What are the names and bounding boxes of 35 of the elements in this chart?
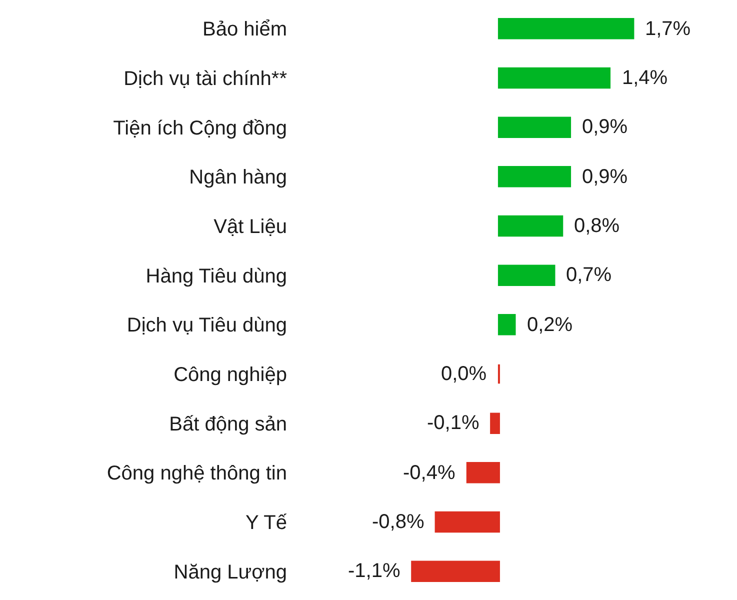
y-tick-label: Dịch vụ tài chính** — [124, 68, 288, 90]
y-tick-label: Ngân hàng — [189, 166, 287, 189]
y-tick-label: Công nghiệp — [174, 364, 287, 386]
data-label: 1,4% — [622, 67, 668, 89]
y-tick-label: Bất động sản — [169, 413, 287, 436]
bar — [498, 116, 572, 138]
data-label: -0,8% — [372, 511, 424, 533]
bar — [498, 264, 556, 286]
y-tick-label: Y Tế — [245, 512, 287, 534]
bar — [434, 511, 500, 533]
data-label: 0,2% — [527, 314, 573, 336]
data-label: 1,7% — [645, 18, 691, 40]
y-tick-label: Công nghệ thông tin — [106, 462, 287, 485]
data-label: -0,4% — [403, 462, 456, 484]
bar — [498, 215, 564, 237]
bar — [498, 166, 572, 188]
y-tick-label: Dịch vụ Tiêu dùng — [126, 314, 287, 337]
y-tick-label: Vật Liệu — [214, 216, 287, 238]
data-label: 0,8% — [574, 215, 620, 237]
y-tick-label: Bảo hiểm — [202, 18, 287, 41]
y-tick-label: Hàng Tiêu dùng — [146, 265, 287, 288]
bar — [498, 314, 516, 336]
y-tick-label: Năng Lượng — [174, 561, 287, 584]
y-tick-label: Tiện ích Cộng đồng — [113, 117, 287, 140]
bar — [498, 18, 634, 40]
data-label: 0,0% — [441, 363, 487, 385]
bar — [490, 412, 500, 434]
data-label: 0,9% — [582, 116, 628, 138]
bar — [466, 462, 500, 484]
bar — [498, 67, 611, 89]
data-label: -0,1% — [427, 412, 480, 434]
bar — [411, 560, 500, 582]
data-label: -1,1% — [348, 560, 400, 582]
data-label: 0,7% — [566, 264, 612, 286]
data-label: 0,9% — [582, 166, 628, 188]
